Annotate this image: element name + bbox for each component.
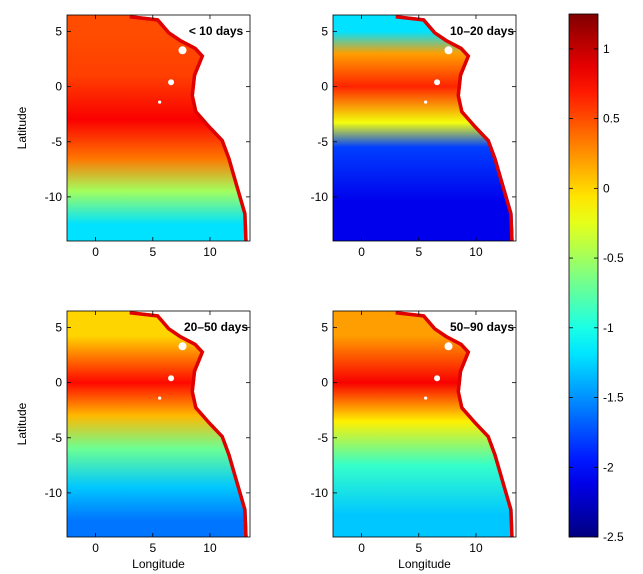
coastal-strip (129, 311, 248, 537)
colorbar-tick-label: 1 (603, 42, 610, 56)
x-axis-label: Longitude (398, 557, 451, 571)
x-tick-label: 10 (469, 541, 483, 555)
y-tick-label: 5 (55, 25, 62, 39)
y-tick-label: 5 (321, 25, 328, 39)
y-tick-label: -5 (51, 431, 62, 445)
y-tick-label: 0 (321, 80, 328, 94)
panel-4: 0 5 10 5 0 -5 -10 50–90 days Longitude (311, 310, 517, 571)
y-tick-label: 5 (55, 321, 62, 335)
x-tick-label: 10 (203, 541, 217, 555)
y-axis-label: Latitude (15, 402, 29, 445)
y-tick-label: 0 (321, 376, 328, 390)
y-tick-label: -5 (317, 431, 328, 445)
x-tick-label: 0 (358, 245, 365, 259)
panel-1: 0 5 10 5 0 -5 -10 < 10 days Latitude (15, 14, 251, 259)
island-marker (434, 375, 441, 382)
x-tick-label: 5 (149, 541, 156, 555)
heatmap-field (333, 311, 514, 537)
axes-frame (66, 14, 251, 242)
island-marker (168, 79, 175, 86)
island-marker (178, 46, 187, 55)
x-tick-label: 5 (415, 245, 422, 259)
x-tick-label: 5 (149, 245, 156, 259)
y-tick-label: 0 (55, 376, 62, 390)
heatmap-field (333, 15, 514, 241)
colorbar-tick-label: 0.5 (603, 112, 620, 126)
x-axis-label: Longitude (132, 557, 185, 571)
island-marker (424, 396, 428, 400)
island-marker (424, 100, 428, 104)
axes-frame (66, 310, 251, 538)
x-tick-label: 0 (92, 245, 99, 259)
y-tick-label: -10 (45, 190, 63, 204)
colorbar-tick-label: -1.5 (603, 391, 624, 405)
panel-label: 10–20 days (450, 24, 514, 38)
island-marker (158, 100, 162, 104)
y-tick-label: 5 (321, 321, 328, 335)
x-tick-label: 10 (203, 245, 217, 259)
panel-label: 50–90 days (450, 320, 514, 334)
heatmap-field (67, 311, 248, 537)
y-tick-label: -10 (311, 190, 329, 204)
x-tick-label: 0 (358, 541, 365, 555)
y-tick-label: -10 (45, 486, 63, 500)
panel-label: < 10 days (189, 24, 244, 38)
axes-frame (332, 14, 517, 242)
y-tick-label: -5 (51, 135, 62, 149)
x-tick-label: 0 (92, 541, 99, 555)
island-marker (168, 375, 175, 382)
x-tick-label: 5 (415, 541, 422, 555)
island-marker (434, 79, 441, 86)
panel-label: 20–50 days (184, 320, 248, 334)
island-marker (444, 342, 453, 351)
colorbar (569, 14, 598, 537)
island-marker (444, 46, 453, 55)
island-marker (158, 396, 162, 400)
colorbar-tick-label: -2.5 (603, 530, 624, 544)
x-tick-label: 10 (469, 245, 483, 259)
panel-2: 0 5 10 5 0 -5 -10 10–20 days (311, 14, 517, 259)
heatmap-field (67, 15, 248, 241)
panel-3: 0 5 10 5 0 -5 -10 20–50 days Latitude Longitude (15, 310, 251, 571)
colorbar-tick-label: -2 (603, 460, 614, 474)
axes-frame (332, 310, 517, 538)
colorbar-tick-label: 0 (603, 181, 610, 195)
y-axis-label: Latitude (15, 106, 29, 149)
coastal-strip (395, 311, 514, 537)
island-marker (178, 342, 187, 351)
colorbar-frame (568, 13, 599, 538)
colorbar-tick-label: -1 (603, 321, 614, 335)
y-tick-label: -5 (317, 135, 328, 149)
y-tick-label: -10 (311, 486, 329, 500)
colorbar-tick-label: -0.5 (603, 251, 624, 265)
y-tick-label: 0 (55, 80, 62, 94)
